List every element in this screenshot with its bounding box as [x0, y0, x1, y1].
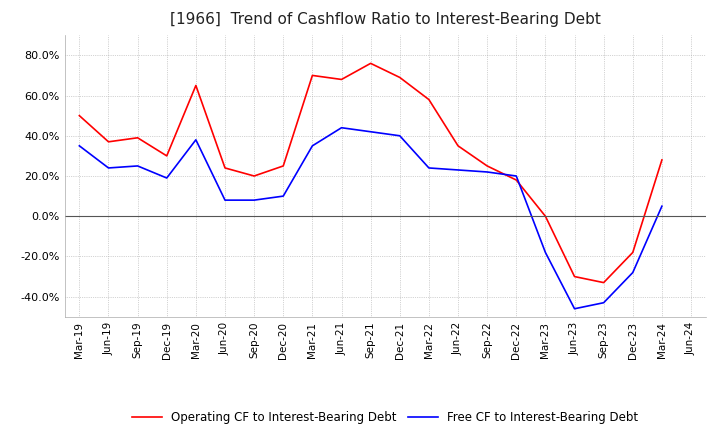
- Operating CF to Interest-Bearing Debt: [629, 250, 637, 255]
- Operating CF to Interest-Bearing Debt: [133, 135, 142, 140]
- Operating CF to Interest-Bearing Debt: [425, 97, 433, 102]
- Free CF to Interest-Bearing Debt: [541, 250, 550, 255]
- Free CF to Interest-Bearing Debt: [425, 165, 433, 171]
- Operating CF to Interest-Bearing Debt: [366, 61, 375, 66]
- Operating CF to Interest-Bearing Debt: [541, 213, 550, 219]
- Line: Operating CF to Interest-Bearing Debt: Operating CF to Interest-Bearing Debt: [79, 63, 662, 282]
- Operating CF to Interest-Bearing Debt: [279, 163, 287, 169]
- Free CF to Interest-Bearing Debt: [163, 176, 171, 181]
- Title: [1966]  Trend of Cashflow Ratio to Interest-Bearing Debt: [1966] Trend of Cashflow Ratio to Intere…: [170, 12, 600, 27]
- Free CF to Interest-Bearing Debt: [337, 125, 346, 130]
- Free CF to Interest-Bearing Debt: [104, 165, 113, 171]
- Operating CF to Interest-Bearing Debt: [483, 163, 492, 169]
- Free CF to Interest-Bearing Debt: [512, 173, 521, 179]
- Line: Free CF to Interest-Bearing Debt: Free CF to Interest-Bearing Debt: [79, 128, 662, 309]
- Free CF to Interest-Bearing Debt: [657, 204, 666, 209]
- Free CF to Interest-Bearing Debt: [483, 169, 492, 175]
- Free CF to Interest-Bearing Debt: [250, 198, 258, 203]
- Free CF to Interest-Bearing Debt: [629, 270, 637, 275]
- Operating CF to Interest-Bearing Debt: [454, 143, 462, 148]
- Free CF to Interest-Bearing Debt: [279, 194, 287, 199]
- Free CF to Interest-Bearing Debt: [133, 163, 142, 169]
- Operating CF to Interest-Bearing Debt: [104, 139, 113, 144]
- Legend: Operating CF to Interest-Bearing Debt, Free CF to Interest-Bearing Debt: Operating CF to Interest-Bearing Debt, F…: [127, 407, 643, 429]
- Operating CF to Interest-Bearing Debt: [395, 75, 404, 80]
- Operating CF to Interest-Bearing Debt: [337, 77, 346, 82]
- Free CF to Interest-Bearing Debt: [454, 167, 462, 172]
- Operating CF to Interest-Bearing Debt: [570, 274, 579, 279]
- Free CF to Interest-Bearing Debt: [599, 300, 608, 305]
- Free CF to Interest-Bearing Debt: [308, 143, 317, 148]
- Operating CF to Interest-Bearing Debt: [599, 280, 608, 285]
- Operating CF to Interest-Bearing Debt: [192, 83, 200, 88]
- Free CF to Interest-Bearing Debt: [366, 129, 375, 134]
- Operating CF to Interest-Bearing Debt: [250, 173, 258, 179]
- Free CF to Interest-Bearing Debt: [192, 137, 200, 143]
- Operating CF to Interest-Bearing Debt: [163, 153, 171, 158]
- Free CF to Interest-Bearing Debt: [570, 306, 579, 312]
- Free CF to Interest-Bearing Debt: [395, 133, 404, 139]
- Operating CF to Interest-Bearing Debt: [657, 157, 666, 162]
- Operating CF to Interest-Bearing Debt: [512, 177, 521, 183]
- Operating CF to Interest-Bearing Debt: [308, 73, 317, 78]
- Operating CF to Interest-Bearing Debt: [220, 165, 229, 171]
- Free CF to Interest-Bearing Debt: [75, 143, 84, 148]
- Operating CF to Interest-Bearing Debt: [75, 113, 84, 118]
- Free CF to Interest-Bearing Debt: [220, 198, 229, 203]
